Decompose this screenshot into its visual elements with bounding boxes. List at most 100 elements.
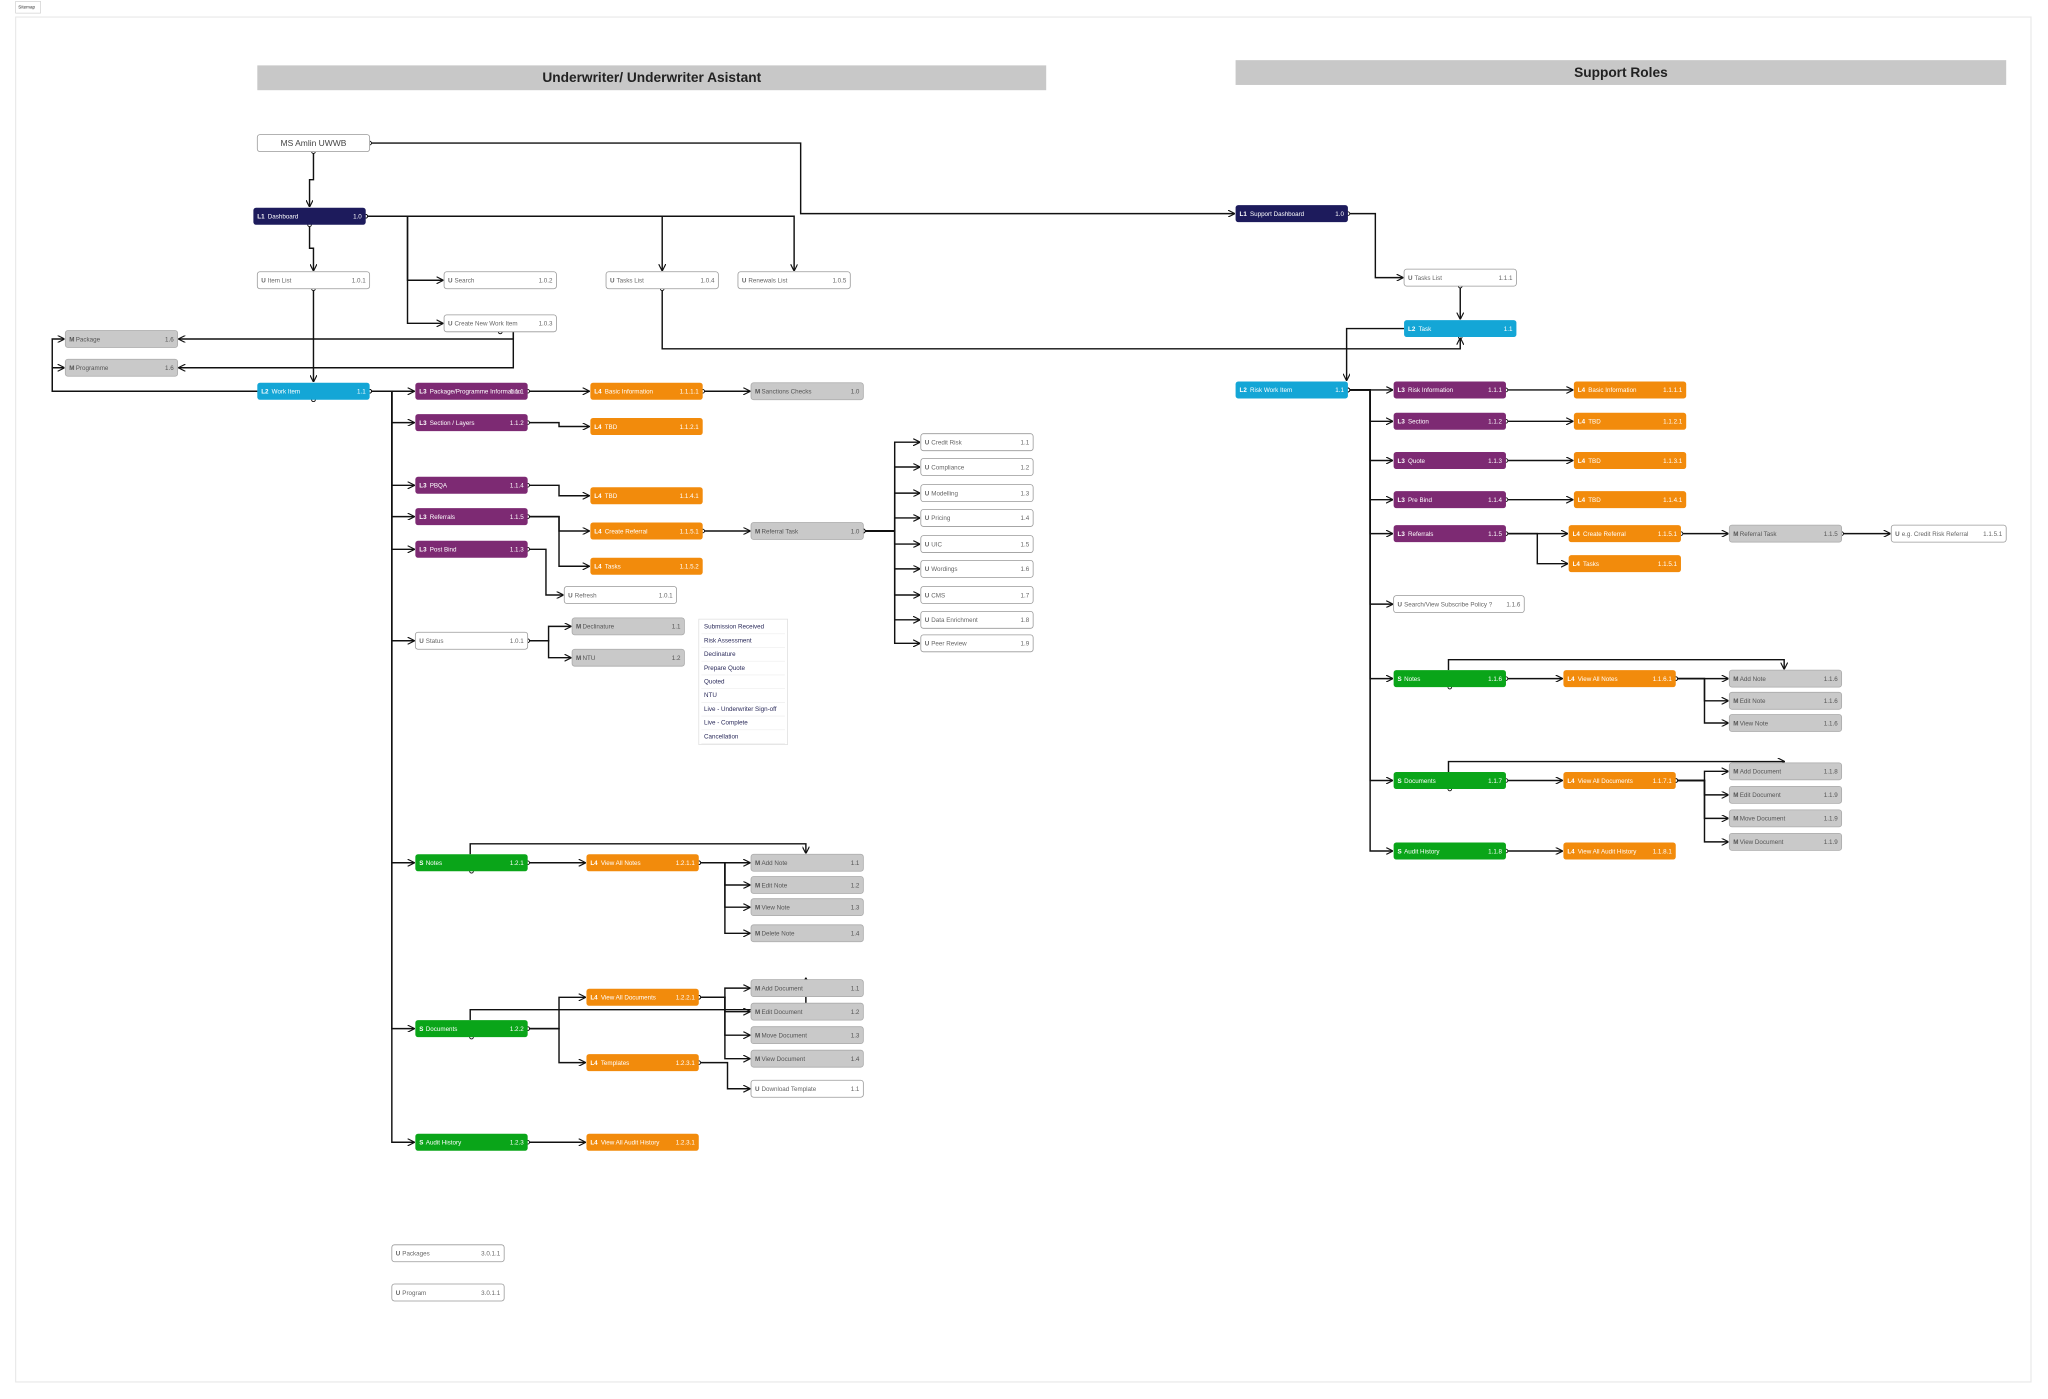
node-label: TBD bbox=[605, 424, 618, 431]
node-prefix: L3 bbox=[419, 483, 427, 490]
node-code: 1.1.5 bbox=[1488, 531, 1502, 538]
node-label: Notes bbox=[1404, 676, 1420, 683]
node-prefix: U bbox=[925, 490, 930, 497]
sitemap-node: M Add Note 1.1.6 bbox=[1728, 669, 1843, 688]
node-code: 1.2 bbox=[851, 1009, 860, 1016]
sitemap-node: L4 TBD 1.1.3.1 bbox=[1573, 451, 1687, 469]
node-code: 1.1.6 bbox=[1824, 676, 1838, 683]
connector bbox=[527, 421, 589, 427]
node-label: Program bbox=[402, 1290, 426, 1297]
connector bbox=[1675, 677, 1728, 723]
node-code: 1.1.7 bbox=[1488, 778, 1502, 785]
node-box bbox=[443, 271, 557, 290]
sitemap-node: L4 Tasks 1.1.5.1 bbox=[1568, 555, 1681, 573]
node-box bbox=[1728, 832, 1843, 851]
node-box bbox=[415, 1133, 528, 1151]
node-code: 1.2.3.1 bbox=[676, 1060, 696, 1067]
node-box bbox=[750, 1002, 864, 1021]
node-box bbox=[586, 1133, 699, 1151]
node-label: Create New Work Item bbox=[455, 321, 518, 328]
sitemap-node: U Tasks List 1.1.1 bbox=[1403, 268, 1517, 287]
node-code: 1.1.3.1 bbox=[1663, 458, 1683, 465]
node-code: 1.1 bbox=[851, 985, 860, 992]
connector bbox=[365, 215, 662, 270]
node-box bbox=[415, 854, 528, 872]
sitemap-node: L3 Quote 1.1.3 bbox=[1393, 451, 1506, 469]
node-label: Referrals bbox=[430, 514, 455, 521]
node-prefix: L4 bbox=[590, 995, 598, 1002]
node-box bbox=[1728, 785, 1843, 804]
node-label: Edit Note bbox=[1740, 698, 1766, 705]
node-code: 1.0.1 bbox=[352, 278, 366, 285]
node-code: 1.2 bbox=[1021, 464, 1030, 471]
node-box bbox=[1563, 771, 1676, 789]
sitemap-node: L3 Pre Bind 1.1.4 bbox=[1393, 491, 1506, 509]
node-prefix: L4 bbox=[1578, 387, 1586, 394]
node-prefix: M bbox=[1733, 698, 1738, 705]
connector bbox=[1675, 771, 1728, 782]
node-code: 1.0 bbox=[1335, 211, 1344, 218]
node-prefix: M bbox=[1733, 792, 1738, 799]
node-box bbox=[571, 617, 685, 636]
node-label: Notes bbox=[426, 860, 442, 867]
sitemap-node: L2 Risk Work Item 1.1 bbox=[1235, 381, 1348, 399]
node-code: 1.6 bbox=[165, 336, 174, 343]
node-code: 1.1.3 bbox=[510, 547, 524, 554]
sitemap-node: L3 PBQA 1.1.4 bbox=[415, 476, 528, 494]
node-box bbox=[1403, 268, 1517, 287]
node-box bbox=[1573, 381, 1687, 399]
node-prefix: M bbox=[69, 336, 74, 343]
node-code: 1.1.5.1 bbox=[1983, 531, 2003, 538]
node-prefix: U bbox=[396, 1290, 401, 1297]
node-box bbox=[590, 487, 703, 505]
sitemap-node: S Documents 1.2.2 bbox=[415, 1020, 528, 1038]
node-label: Modelling bbox=[931, 490, 958, 497]
sitemap-node: M Edit Document 1.1.9 bbox=[1728, 785, 1843, 804]
node-label: Tasks List bbox=[1415, 275, 1443, 282]
sitemap-node: M Package 1.6 bbox=[64, 330, 179, 348]
node-label: Download Template bbox=[761, 1086, 816, 1093]
connector bbox=[661, 288, 1460, 350]
node-box bbox=[1235, 381, 1348, 399]
node-code: 1.1 bbox=[851, 1086, 860, 1093]
sitemap-node: U Search/View Subscribe Policy ? 1.1.6 bbox=[1393, 595, 1525, 614]
node-label: Move Document bbox=[1740, 816, 1786, 823]
sitemap-node: M Add Document 1.1 bbox=[750, 979, 864, 998]
node-prefix: L2 bbox=[261, 389, 269, 396]
status-item: Declinature bbox=[704, 651, 736, 658]
node-code: 1.1.2 bbox=[510, 420, 524, 427]
node-box bbox=[750, 1049, 864, 1068]
connector bbox=[527, 484, 589, 495]
connector bbox=[1447, 762, 1784, 772]
connector bbox=[863, 493, 919, 532]
node-box bbox=[1393, 381, 1506, 399]
node-label: PBQA bbox=[430, 483, 448, 490]
node-label: Risk Information bbox=[1408, 387, 1454, 394]
sitemap-node: S Audit History 1.1.8 bbox=[1393, 842, 1506, 860]
node-box bbox=[1563, 842, 1676, 860]
node-box bbox=[1728, 714, 1843, 732]
node-label: MS Amlin UWWB bbox=[281, 138, 347, 148]
sitemap-node: L3 Risk Information 1.1.1 bbox=[1393, 381, 1506, 399]
node-label: Pricing bbox=[931, 515, 951, 522]
node-code: 1.8 bbox=[1021, 617, 1030, 624]
node-label: Compliance bbox=[931, 464, 965, 471]
sitemap-node: S Notes 1.2.1 bbox=[415, 854, 528, 872]
node-box bbox=[1393, 842, 1506, 860]
node-prefix: U bbox=[925, 541, 930, 548]
node-label: View Note bbox=[761, 904, 790, 911]
connector bbox=[1505, 532, 1567, 564]
node-label: Programme bbox=[76, 365, 109, 372]
sitemap-node: U Peer Review 1.9 bbox=[920, 634, 1034, 653]
node-code: 1.1.4 bbox=[1488, 497, 1502, 504]
node-prefix: U bbox=[925, 464, 930, 471]
node-code: 1.2.1.1 bbox=[676, 860, 696, 867]
sitemap-node: L4 Create Referral 1.1.5.1 bbox=[590, 522, 703, 540]
node-prefix: U bbox=[925, 515, 930, 522]
node-prefix: U bbox=[925, 617, 930, 624]
node-label: Audit History bbox=[1404, 848, 1440, 855]
node-box bbox=[1568, 555, 1681, 573]
sitemap-node: M Delete Note 1.4 bbox=[750, 924, 864, 943]
node-label: Move Document bbox=[761, 1032, 807, 1039]
